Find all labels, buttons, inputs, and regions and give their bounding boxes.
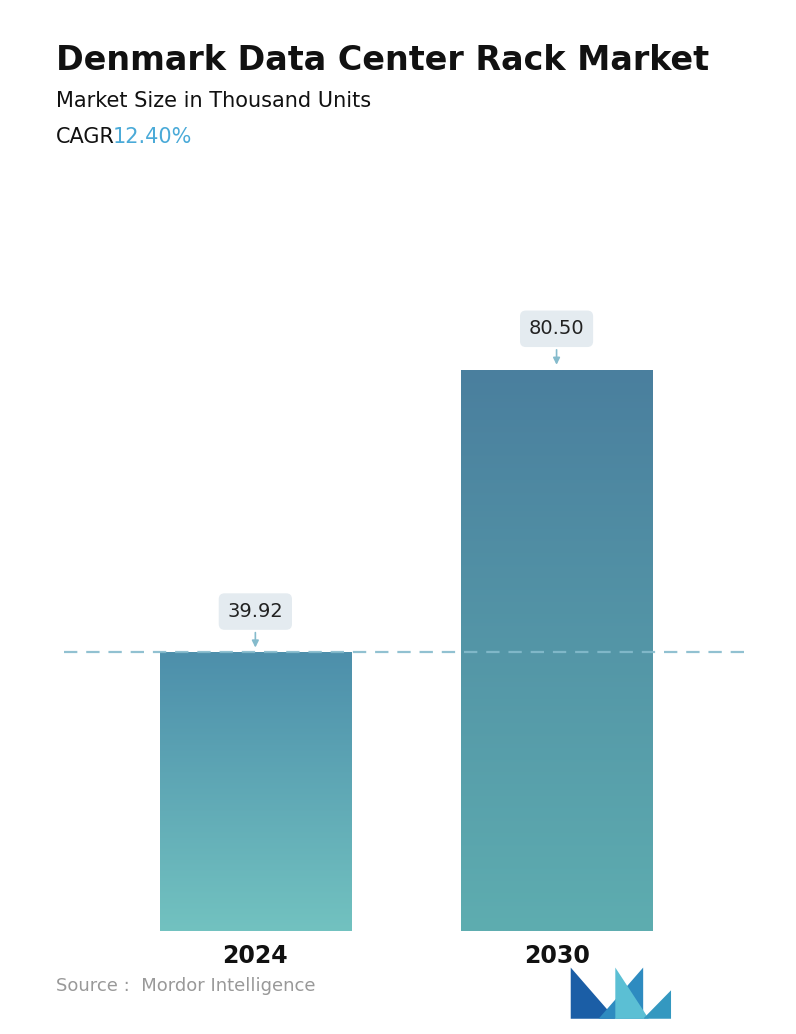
Polygon shape bbox=[599, 968, 643, 1018]
Polygon shape bbox=[571, 968, 615, 1018]
Text: 12.40%: 12.40% bbox=[113, 127, 193, 147]
Polygon shape bbox=[643, 991, 671, 1018]
Text: CAGR: CAGR bbox=[56, 127, 115, 147]
Text: Denmark Data Center Rack Market: Denmark Data Center Rack Market bbox=[56, 44, 709, 78]
Text: 80.50: 80.50 bbox=[529, 320, 584, 363]
Polygon shape bbox=[615, 968, 649, 1018]
Text: 39.92: 39.92 bbox=[228, 602, 283, 645]
Text: Market Size in Thousand Units: Market Size in Thousand Units bbox=[56, 91, 371, 111]
Text: Source :  Mordor Intelligence: Source : Mordor Intelligence bbox=[56, 977, 315, 995]
